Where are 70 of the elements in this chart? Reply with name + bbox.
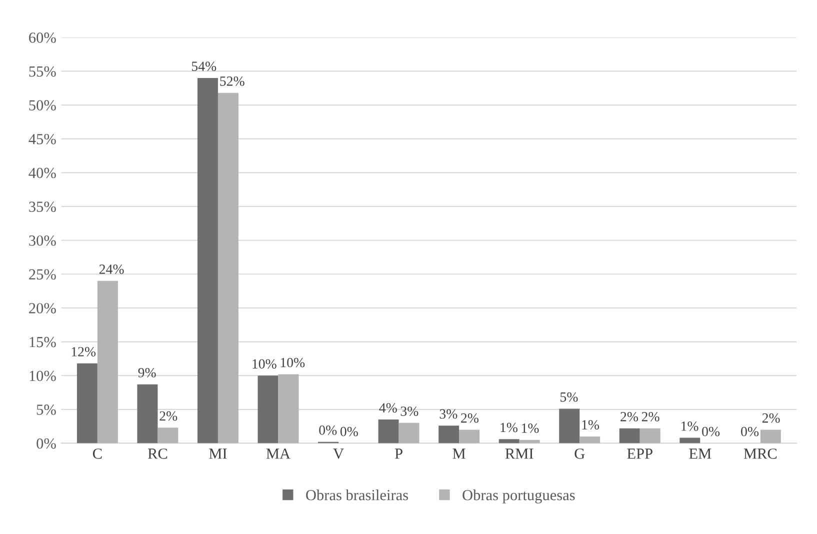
- bar: [398, 422, 420, 444]
- data-label: 0%: [702, 426, 720, 436]
- bar: [197, 78, 218, 444]
- x-tick-label: M: [452, 448, 466, 459]
- x-tick-label: MI: [209, 448, 227, 459]
- x-tick-label: MA: [266, 448, 290, 459]
- data-label: 2%: [160, 411, 178, 421]
- bar: [459, 430, 480, 444]
- data-label: 24%: [99, 264, 124, 274]
- bar: [498, 439, 520, 444]
- data-label: 0%: [340, 426, 358, 436]
- data-label: 3%: [400, 406, 418, 416]
- bar: [680, 438, 700, 444]
- y-tick-label: 15%: [30, 336, 56, 348]
- legend-label: Obras brasileiras: [306, 490, 408, 500]
- y-tick-label: 45%: [28, 134, 56, 144]
- legend-label: Obras portuguesas: [462, 490, 575, 504]
- data-label: 2%: [762, 413, 780, 423]
- y-tick-label: 20%: [29, 303, 56, 314]
- bar: [137, 384, 158, 444]
- bar: [559, 408, 580, 444]
- data-label: 10%: [252, 359, 276, 369]
- x-tick-label: MRC: [744, 448, 777, 459]
- y-tick-label: 35%: [29, 202, 56, 212]
- data-label: 10%: [280, 358, 305, 368]
- data-label: 9%: [138, 368, 156, 378]
- x-tick-label: EPP: [627, 448, 652, 459]
- bar: [258, 376, 278, 444]
- data-label: 0%: [741, 426, 759, 436]
- data-label: 52%: [220, 76, 244, 86]
- bar: [619, 428, 640, 444]
- y-tick-label: 10%: [30, 370, 56, 382]
- data-label: 2%: [620, 412, 638, 422]
- y-tick-label: 50%: [29, 100, 56, 111]
- bar: [278, 374, 299, 444]
- y-tick-label: 25%: [29, 269, 56, 280]
- data-label: 12%: [72, 347, 96, 356]
- data-label: 2%: [461, 413, 478, 423]
- data-label: 1%: [500, 422, 518, 432]
- y-tick-label: 55%: [29, 66, 56, 77]
- bar: [640, 428, 660, 444]
- y-tick-label: 40%: [28, 168, 56, 178]
- bar: [378, 420, 399, 444]
- data-label: 1%: [582, 420, 600, 430]
- data-label: 0%: [319, 426, 337, 435]
- y-tick-label: 5%: [36, 404, 56, 415]
- bar: [218, 92, 238, 444]
- x-tick-label: V: [333, 448, 344, 459]
- data-label: 2%: [642, 412, 660, 422]
- data-label: 5%: [560, 392, 578, 402]
- bar: [760, 430, 781, 444]
- x-tick-label: C: [92, 448, 102, 459]
- data-label: 4%: [379, 403, 397, 413]
- data-label: 54%: [192, 62, 216, 72]
- y-tick-label: 60%: [29, 32, 56, 43]
- x-tick-label: RC: [148, 448, 168, 459]
- x-tick-label: EM: [689, 448, 712, 459]
- bar: [97, 280, 118, 444]
- data-label: 1%: [681, 421, 698, 431]
- data-label: 3%: [440, 409, 458, 419]
- bar: [76, 363, 98, 444]
- y-tick-label: 0%: [36, 438, 56, 449]
- data-label: 1%: [522, 423, 539, 433]
- x-tick-label: P: [394, 448, 402, 459]
- bar: [580, 436, 600, 444]
- bar: [438, 426, 460, 444]
- y-tick-label: 30%: [29, 235, 56, 246]
- x-tick-label: RMI: [505, 448, 534, 459]
- x-tick-label: G: [574, 448, 585, 459]
- bar: [158, 428, 178, 444]
